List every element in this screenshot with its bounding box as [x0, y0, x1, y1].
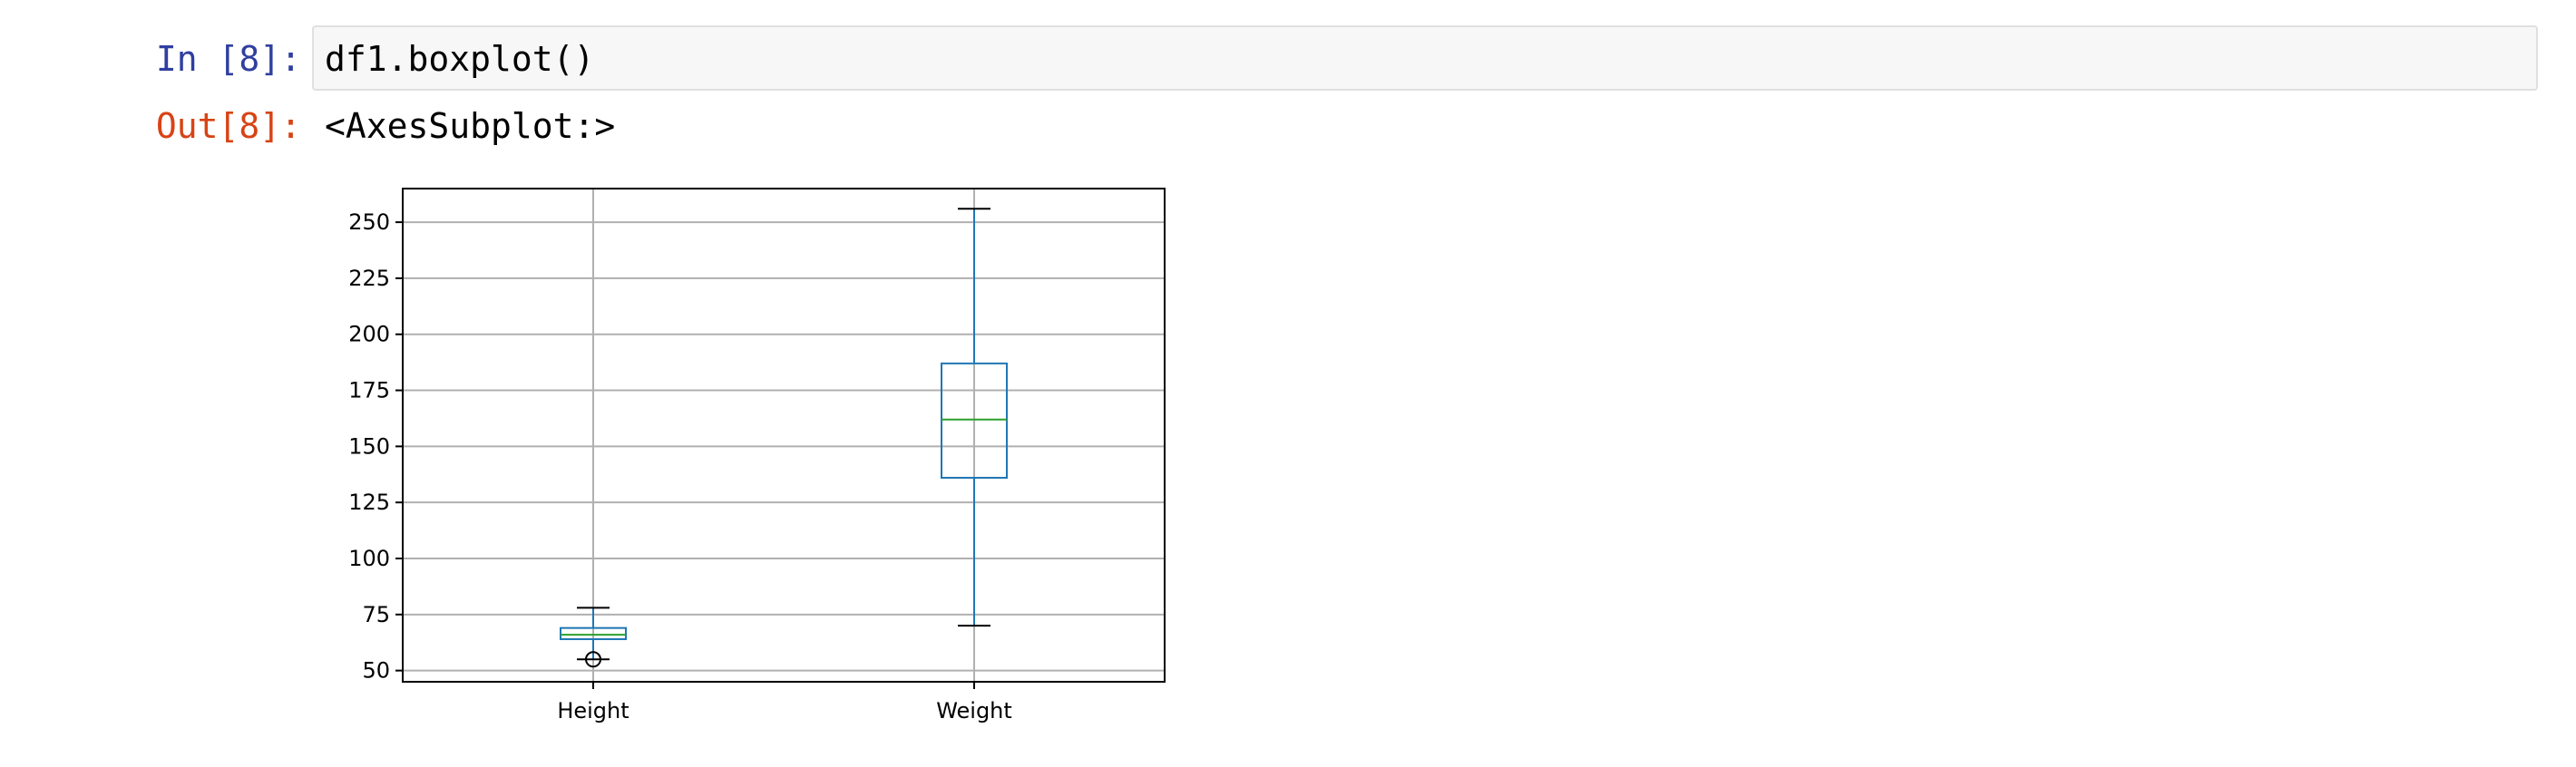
input-prompt: In [8]:: [155, 39, 301, 79]
box-height: [560, 607, 627, 668]
x-tick-label: Weight: [936, 698, 1012, 723]
y-tick-label: 250: [348, 209, 390, 235]
y-tick-label: 200: [348, 322, 390, 347]
y-tick-label: 50: [362, 658, 390, 684]
box-weight: [941, 208, 1008, 627]
axes-frame: [402, 188, 1166, 683]
y-tick-label: 150: [348, 433, 390, 459]
y-tick-label: 175: [348, 378, 390, 403]
y-tick-label: 75: [362, 602, 390, 627]
boxplot-figure: 50 75 100 125 150 175 200 225 250 Height Weight: [312, 170, 1183, 751]
y-tick-label: 100: [348, 546, 390, 571]
x-tick-label: Height: [557, 698, 629, 723]
output-text: <AxesSubplot:>: [325, 106, 616, 146]
plot-area: [403, 189, 1165, 682]
code-input-area[interactable]: df1.boxplot(): [312, 25, 2538, 91]
boxplot-chart: 50 75 100 125 150 175 200 225 250 Height Weight: [348, 188, 1166, 723]
output-prompt: Out[8]:: [155, 106, 301, 146]
y-tick-label: 125: [348, 490, 390, 515]
code-text: df1.boxplot(): [325, 39, 595, 79]
iqr-box: [941, 362, 1008, 479]
outlier-point: [585, 651, 601, 668]
iqr-box: [560, 626, 627, 641]
y-tick-label: 225: [348, 266, 390, 291]
